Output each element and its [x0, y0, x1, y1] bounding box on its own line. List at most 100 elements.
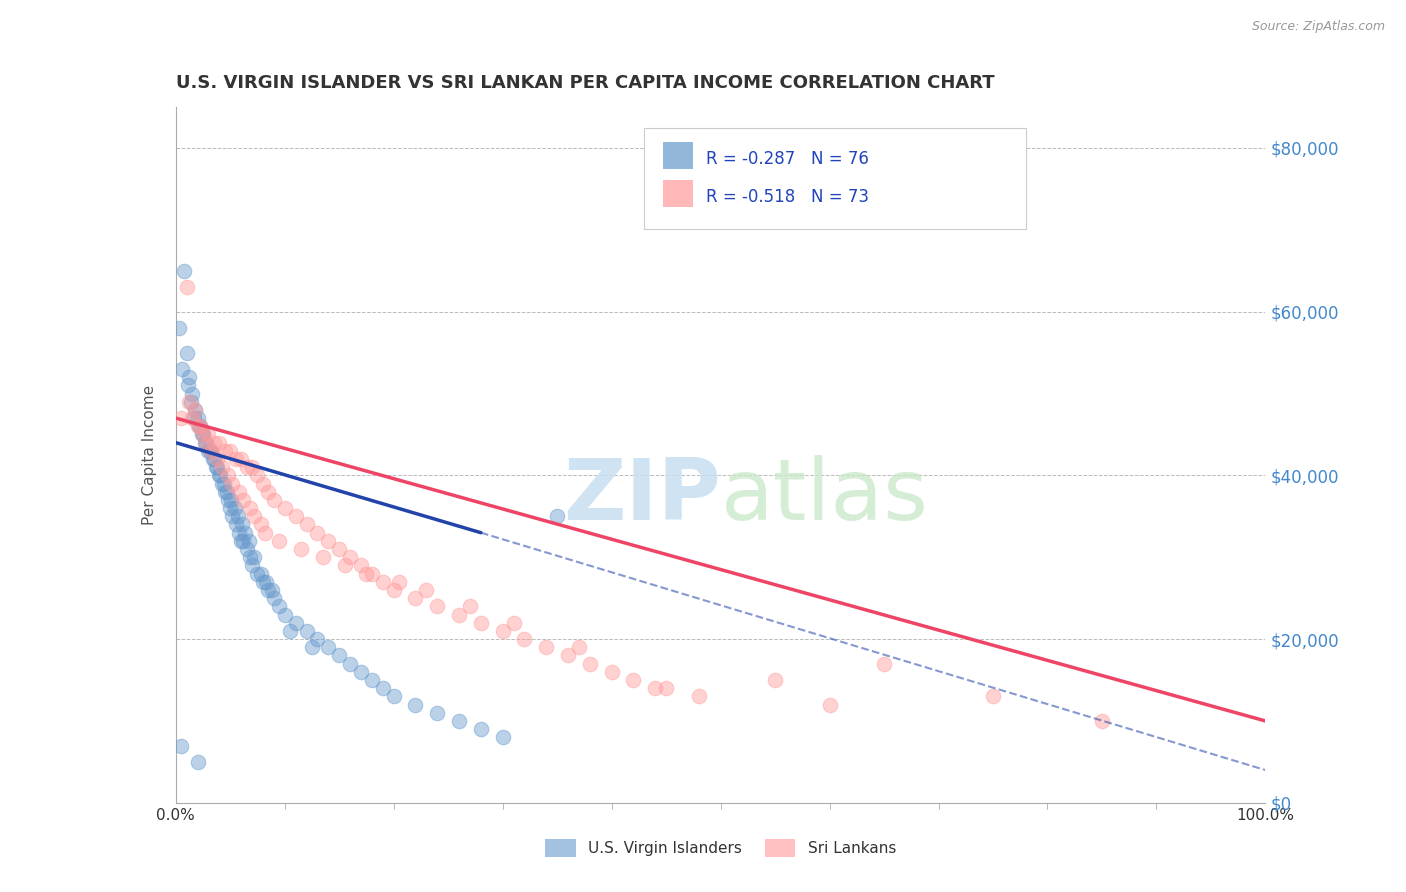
Point [263, 591, 285, 606]
Point [191, 427, 214, 442]
Point [295, 517, 318, 532]
Point [228, 525, 250, 540]
Point [191, 427, 214, 442]
Point [818, 698, 841, 712]
Point [254, 574, 277, 589]
Point [200, 443, 222, 458]
Point [184, 403, 207, 417]
Point [371, 681, 394, 696]
Point [191, 427, 214, 442]
Bar [662, 180, 693, 207]
Point [371, 574, 394, 589]
Point [470, 615, 492, 630]
Point [284, 509, 307, 524]
Point [232, 492, 254, 507]
Point [176, 280, 198, 294]
Point [225, 452, 247, 467]
Point [249, 517, 271, 532]
Point [208, 468, 231, 483]
Bar [662, 142, 693, 169]
Point [198, 443, 221, 458]
Point [339, 657, 361, 671]
Point [333, 558, 356, 573]
Point [873, 657, 896, 671]
Text: R = -0.518   N = 73: R = -0.518 N = 73 [706, 188, 869, 206]
Point [644, 681, 666, 696]
Point [307, 632, 329, 646]
Point [388, 574, 411, 589]
Text: Source: ZipAtlas.com: Source: ZipAtlas.com [1251, 20, 1385, 33]
Y-axis label: Per Capita Income: Per Capita Income [142, 384, 157, 525]
Point [513, 632, 536, 646]
Point [217, 492, 239, 507]
Point [232, 533, 254, 548]
Point [214, 443, 236, 458]
Point [177, 378, 200, 392]
Point [239, 501, 262, 516]
Point [568, 640, 591, 655]
Point [205, 460, 228, 475]
Point [240, 558, 263, 573]
Point [211, 460, 233, 475]
Point [235, 542, 257, 557]
Point [200, 443, 222, 458]
Point [981, 690, 1004, 704]
Point [246, 468, 269, 483]
Point [260, 582, 283, 597]
Legend: U.S. Virgin Islanders, Sri Lankans: U.S. Virgin Islanders, Sri Lankans [537, 832, 904, 864]
Point [492, 731, 515, 745]
Point [173, 264, 195, 278]
Point [502, 615, 524, 630]
Point [600, 665, 623, 679]
Point [312, 550, 335, 565]
Point [252, 476, 274, 491]
Point [208, 435, 231, 450]
Point [263, 492, 285, 507]
Point [405, 591, 427, 606]
Point [226, 509, 249, 524]
Point [211, 476, 233, 491]
Point [269, 599, 291, 614]
Point [295, 624, 318, 638]
Point [195, 435, 218, 450]
Point [176, 345, 198, 359]
Point [249, 566, 271, 581]
Point [231, 517, 253, 532]
Point [1091, 714, 1114, 728]
Point [361, 566, 384, 581]
Point [339, 550, 361, 565]
Point [274, 607, 297, 622]
Point [235, 525, 257, 540]
Text: ZIP: ZIP [562, 455, 721, 538]
Point [202, 435, 225, 450]
Point [621, 673, 644, 687]
Point [217, 468, 239, 483]
Point [201, 452, 224, 467]
Point [290, 542, 312, 557]
Point [186, 411, 209, 425]
Point [350, 558, 373, 573]
Point [177, 394, 200, 409]
Point [238, 533, 260, 548]
Point [228, 484, 250, 499]
Point [254, 525, 277, 540]
Point [209, 468, 232, 483]
Point [231, 452, 253, 467]
Text: R = -0.287   N = 76: R = -0.287 N = 76 [706, 150, 869, 169]
Point [688, 690, 710, 704]
Point [224, 501, 246, 516]
Point [257, 582, 280, 597]
Point [219, 443, 242, 458]
Point [235, 460, 257, 475]
Point [579, 657, 602, 671]
Point [180, 394, 202, 409]
Point [195, 435, 218, 450]
Text: U.S. VIRGIN ISLANDER VS SRI LANKAN PER CAPITA INCOME CORRELATION CHART: U.S. VIRGIN ISLANDER VS SRI LANKAN PER C… [176, 74, 994, 92]
Point [318, 533, 340, 548]
Point [205, 460, 228, 475]
Point [243, 509, 266, 524]
Point [492, 624, 515, 638]
Point [188, 419, 211, 434]
Point [225, 517, 247, 532]
Point [763, 673, 786, 687]
